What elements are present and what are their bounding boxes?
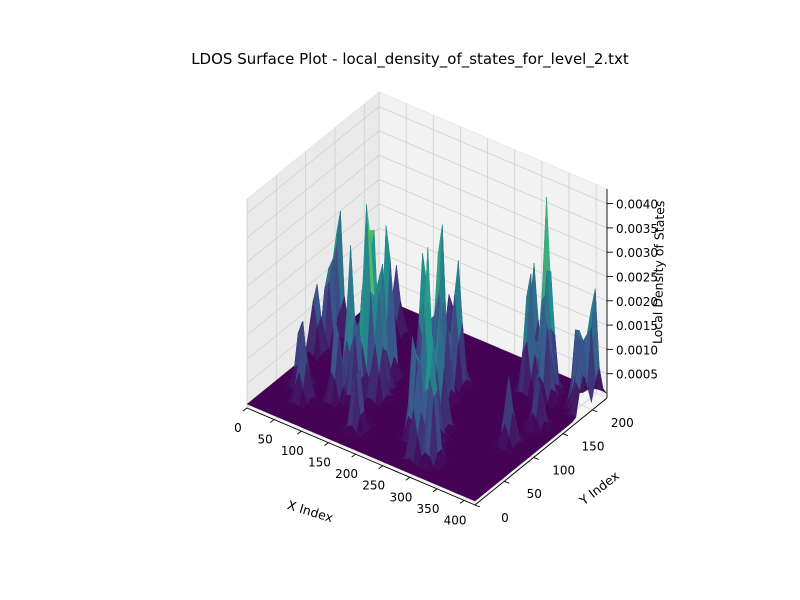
grid-line-z-back — [378, 276, 608, 375]
grid-line-z-left — [246, 106, 380, 214]
z-tick-label: 0.0015 — [616, 319, 658, 333]
y-tick-label: 0 — [501, 511, 509, 525]
grid-line-z-back — [378, 252, 608, 350]
z-tick-label: 0.0020 — [616, 295, 658, 309]
grid-line-z-left — [246, 227, 380, 336]
x-tick-label: 0 — [234, 421, 242, 435]
y-tick-mark — [533, 457, 539, 460]
x-tick-label: 250 — [362, 479, 385, 493]
x-tick-label: 100 — [281, 444, 304, 458]
x-tick-mark — [269, 419, 275, 423]
grid-line-z-back — [378, 154, 608, 253]
x-tick-mark — [242, 407, 248, 412]
grid-line-z-left — [246, 179, 380, 287]
x-tick-mark — [297, 430, 302, 435]
x-tick-mark — [351, 453, 356, 458]
z-tick-label: 0.0005 — [616, 368, 658, 382]
y-tick-mark — [592, 409, 598, 413]
y-tick-mark — [474, 504, 481, 508]
surface-patch — [470, 495, 480, 502]
y-tick-label: 200 — [611, 416, 634, 430]
z-tick-label: 0.0025 — [616, 271, 658, 285]
grid-line-z-back — [378, 130, 608, 229]
ldos-surface — [246, 196, 608, 502]
z-tick-label: 0.0040 — [616, 198, 658, 212]
axis-ticks: 0 50 100 150 200 250 300 350 400 0 50 100 150 200 0.00… — [234, 198, 658, 528]
z-axis-label: Local Density of States — [650, 200, 668, 344]
grid-line-z-left — [246, 130, 380, 239]
grid-line-z-back — [378, 106, 608, 204]
grid-line-z-back — [378, 203, 608, 302]
x-tick-label: 50 — [257, 433, 272, 447]
y-axis-label: Y Index — [576, 468, 622, 509]
y-tick-label: 100 — [552, 463, 575, 477]
x-tick-label: 200 — [335, 467, 358, 481]
z-tick-label: 0.0010 — [616, 343, 658, 357]
z-tick-label: 0.0030 — [616, 246, 658, 260]
grid-line-z-back — [378, 179, 608, 277]
chart-title: LDOS Surface Plot - local_density_of_sta… — [191, 50, 629, 69]
x-tick-label: 350 — [417, 502, 440, 516]
x-tick-label: 150 — [308, 456, 331, 470]
x-tick-mark — [324, 442, 329, 447]
y-tick-label: 50 — [527, 487, 542, 501]
x-tick-mark — [459, 500, 465, 504]
x-tick-label: 400 — [444, 513, 467, 527]
x-axis-label: X Index — [286, 497, 335, 525]
x-tick-mark — [432, 488, 438, 493]
y-tick-mark — [504, 480, 510, 484]
z-tick-label: 0.0035 — [616, 222, 658, 236]
grid-line-z-left — [246, 203, 380, 312]
y-tick-mark — [562, 433, 569, 437]
grid-line-z-back — [378, 227, 608, 326]
y-axis-line — [474, 397, 608, 506]
x-tick-mark — [405, 476, 411, 481]
grid-line-z-left — [246, 154, 380, 263]
y-tick-label: 150 — [582, 440, 605, 454]
x-tick-label: 300 — [389, 490, 412, 504]
x-tick-mark — [378, 465, 383, 470]
